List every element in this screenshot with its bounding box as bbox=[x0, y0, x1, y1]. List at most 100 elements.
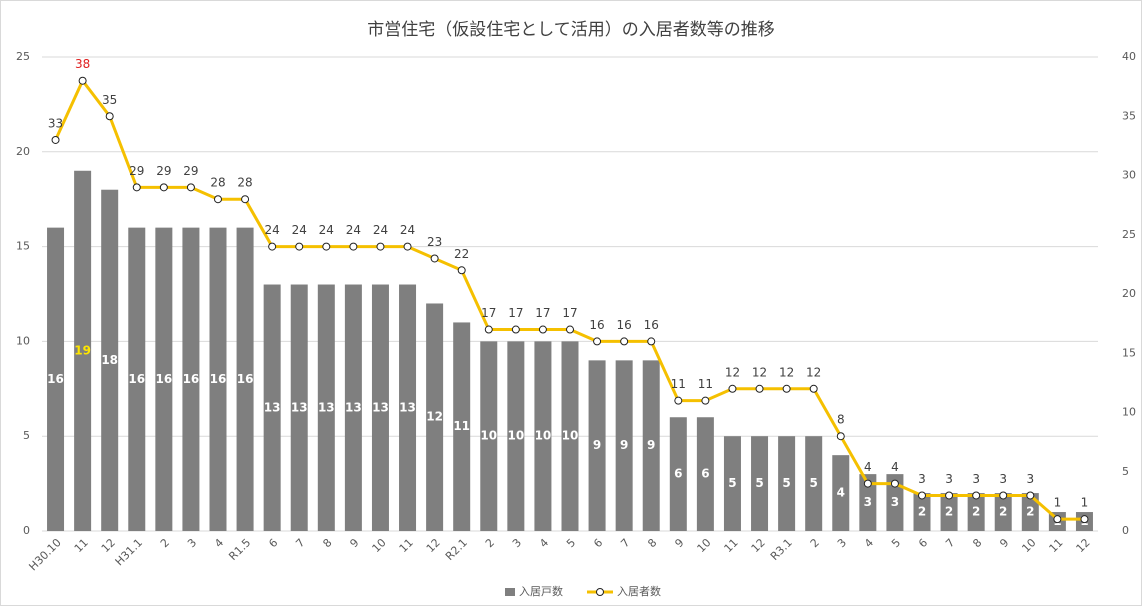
bar bbox=[74, 170, 92, 531]
legend-label: 入居者数 bbox=[617, 585, 661, 598]
line-label: 11 bbox=[671, 377, 686, 391]
line-marker bbox=[566, 325, 574, 334]
bar-label: 2 bbox=[972, 505, 980, 519]
bar-label: 12 bbox=[426, 410, 443, 424]
bar-label: 11 bbox=[453, 419, 470, 433]
y2-tick-label: 0 bbox=[1122, 524, 1129, 537]
line-label: 28 bbox=[237, 176, 252, 190]
line-marker bbox=[78, 76, 87, 85]
bar bbox=[47, 227, 65, 531]
line-marker bbox=[159, 183, 168, 192]
line-marker bbox=[376, 242, 385, 251]
bar bbox=[832, 455, 850, 531]
bar bbox=[507, 341, 525, 531]
y2-tick-label: 20 bbox=[1122, 287, 1136, 300]
bar-label: 16 bbox=[210, 372, 227, 386]
line-label: 22 bbox=[454, 247, 469, 261]
bar-label: 19 bbox=[74, 343, 91, 357]
line-marker bbox=[782, 384, 791, 393]
legend-swatch bbox=[505, 588, 515, 596]
y-tick-label: 20 bbox=[16, 145, 30, 158]
y-tick-label: 0 bbox=[23, 524, 30, 537]
bar bbox=[426, 303, 444, 531]
bar-label: 10 bbox=[535, 429, 552, 443]
bar bbox=[128, 227, 146, 531]
line-marker bbox=[430, 254, 439, 263]
y2-tick-label: 35 bbox=[1122, 109, 1136, 122]
bar bbox=[453, 322, 471, 531]
line-label: 29 bbox=[183, 164, 198, 178]
bar bbox=[561, 341, 579, 531]
line-label: 11 bbox=[698, 377, 713, 391]
bar-label: 5 bbox=[782, 476, 790, 490]
line-label: 3 bbox=[945, 472, 953, 486]
y2-tick-label: 30 bbox=[1122, 169, 1136, 182]
bar bbox=[940, 493, 958, 531]
bar bbox=[263, 284, 281, 531]
bar-label: 18 bbox=[101, 353, 118, 367]
line-marker bbox=[674, 396, 683, 405]
line-label: 12 bbox=[806, 365, 821, 379]
bar-label: 10 bbox=[562, 429, 579, 443]
line-marker bbox=[241, 195, 250, 204]
bar bbox=[480, 341, 498, 531]
line-marker bbox=[890, 479, 899, 488]
line-label: 17 bbox=[508, 306, 523, 320]
y2-tick-label: 10 bbox=[1122, 406, 1136, 419]
bar bbox=[371, 284, 389, 531]
line-marker bbox=[538, 325, 547, 334]
line-label: 17 bbox=[535, 306, 550, 320]
line-label: 1 bbox=[1081, 496, 1089, 510]
line-label: 3 bbox=[999, 472, 1007, 486]
bar bbox=[994, 493, 1012, 531]
line-label: 1 bbox=[1054, 496, 1062, 510]
bar bbox=[859, 474, 877, 531]
line-label: 28 bbox=[210, 176, 225, 190]
line-marker bbox=[593, 337, 602, 346]
line-marker bbox=[295, 242, 304, 251]
bar bbox=[751, 436, 769, 531]
bar bbox=[588, 360, 606, 531]
bar-label: 2 bbox=[918, 505, 926, 519]
bar-label: 16 bbox=[128, 372, 145, 386]
bar bbox=[399, 284, 417, 531]
bar-label: 13 bbox=[372, 400, 389, 414]
chart-title: 市営住宅（仮設住宅として活用）の入居者数等の推移 bbox=[367, 20, 775, 40]
bar-label: 9 bbox=[593, 438, 601, 452]
line-marker bbox=[945, 491, 954, 500]
y2-tick-label: 40 bbox=[1122, 50, 1136, 63]
bar bbox=[642, 360, 660, 531]
bar bbox=[778, 436, 796, 531]
y-tick-label: 5 bbox=[23, 429, 30, 442]
bar bbox=[723, 436, 741, 531]
bar-label: 6 bbox=[674, 467, 682, 481]
line-label: 17 bbox=[562, 306, 577, 320]
bar bbox=[290, 284, 308, 531]
line-marker bbox=[457, 266, 466, 275]
legend-marker bbox=[596, 588, 604, 596]
y2-tick-label: 15 bbox=[1122, 346, 1136, 359]
y-tick-label: 15 bbox=[16, 240, 30, 253]
bar bbox=[669, 417, 687, 531]
line-marker bbox=[484, 325, 493, 334]
line-label: 24 bbox=[346, 223, 361, 237]
line-label: 35 bbox=[102, 93, 117, 107]
line-label: 24 bbox=[400, 223, 415, 237]
bar-label: 2 bbox=[999, 505, 1007, 519]
line-label: 16 bbox=[589, 318, 604, 332]
bar bbox=[101, 189, 119, 531]
y-tick-label: 25 bbox=[16, 50, 30, 63]
line-marker bbox=[809, 384, 818, 393]
bar-label: 13 bbox=[264, 400, 281, 414]
line-label: 29 bbox=[156, 164, 171, 178]
line-marker bbox=[755, 384, 764, 393]
line-label: 38 bbox=[75, 57, 90, 71]
bar-label: 13 bbox=[318, 400, 335, 414]
line-marker bbox=[403, 242, 412, 251]
line-label: 4 bbox=[891, 460, 899, 474]
line-label: 24 bbox=[373, 223, 388, 237]
bar bbox=[209, 227, 227, 531]
bar-label: 3 bbox=[891, 495, 899, 509]
bar-label: 9 bbox=[620, 438, 628, 452]
bar-label: 13 bbox=[291, 400, 308, 414]
